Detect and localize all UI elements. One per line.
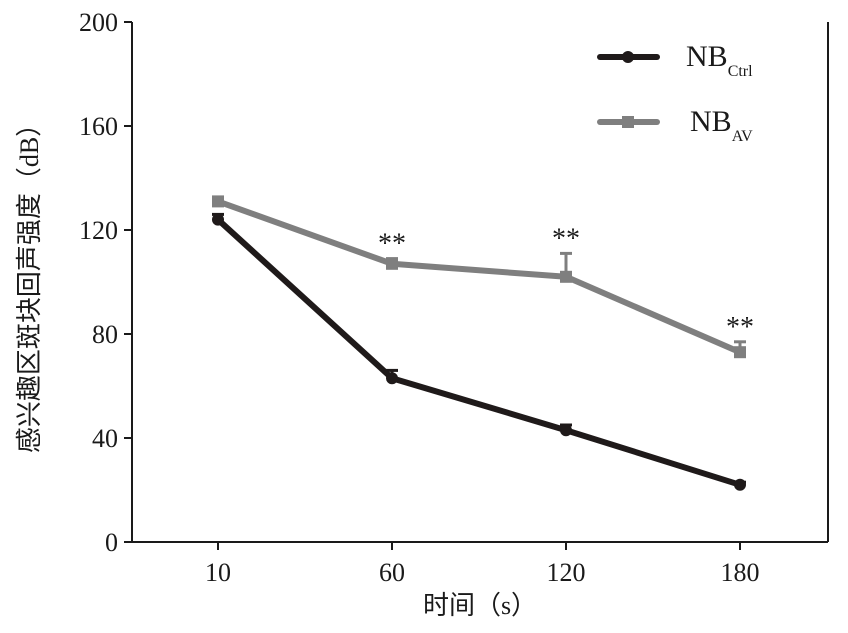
x-tick-label: 180: [721, 558, 760, 587]
legend-label: NBCtrl: [686, 40, 753, 80]
legend-marker: [622, 51, 634, 63]
data-point: [386, 257, 398, 270]
y-axis-label: 感兴趣区斑块回声强度（dB）: [15, 111, 44, 453]
significance-marker: **: [378, 229, 406, 260]
legend: NBCtrl NBAV: [597, 40, 753, 145]
data-point: [212, 195, 224, 208]
series-line-av: [216, 198, 742, 355]
legend-label: NBAV: [690, 105, 753, 145]
significance-marker: **: [552, 223, 580, 254]
data-point: [560, 270, 572, 283]
y-tick-label: 0: [105, 528, 118, 557]
data-point: [734, 346, 746, 359]
y-tick-label: 40: [92, 424, 118, 453]
series-line-ctrl: [215, 217, 741, 488]
data-point: [212, 213, 224, 226]
y-tick-label: 200: [79, 8, 118, 37]
data-point: [560, 424, 572, 437]
data-point: [734, 478, 746, 491]
significance-marker: **: [726, 312, 754, 343]
x-tick-label: 60: [379, 558, 405, 587]
legend-marker: [622, 116, 634, 128]
x-tick-label: 10: [205, 558, 231, 587]
y-tick-label: 120: [79, 216, 118, 245]
y-tick-label: 80: [92, 320, 118, 349]
data-point: [386, 372, 398, 385]
legend-subscript: Ctrl: [728, 63, 753, 80]
y-tick-label: 160: [79, 112, 118, 141]
x-axis-label: 时间（s）: [423, 591, 537, 620]
x-tick-label: 120: [547, 558, 586, 587]
legend-subscript: AV: [732, 128, 753, 145]
